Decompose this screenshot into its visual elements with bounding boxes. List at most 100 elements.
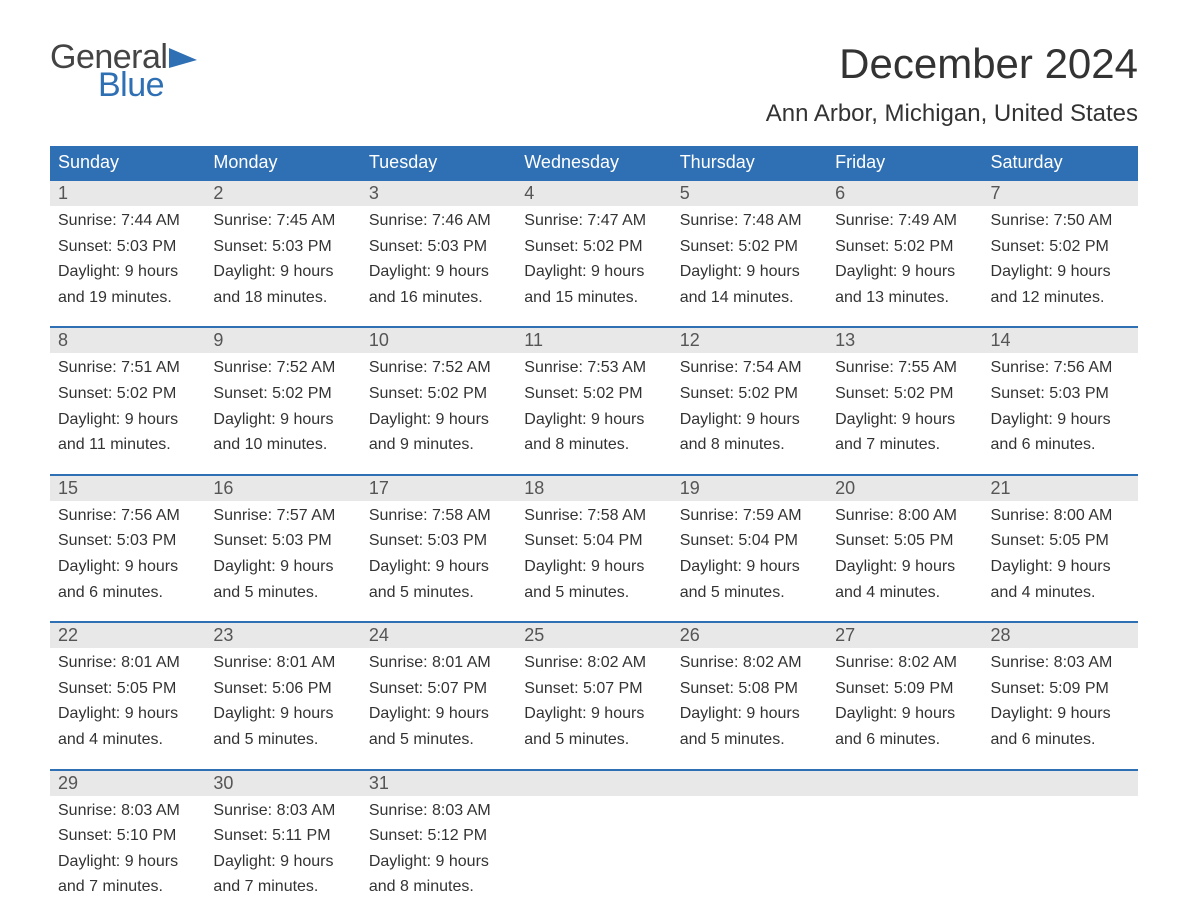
daylight-value: Daylight: 9 hours xyxy=(983,552,1138,578)
daylight-value: and 4 minutes. xyxy=(983,578,1138,604)
daylight-value: and 15 minutes. xyxy=(516,283,671,309)
sunrise-value: Sunrise: 7:46 AM xyxy=(361,206,516,232)
daylight-value: and 7 minutes. xyxy=(827,430,982,456)
day-number: 28 xyxy=(983,623,1138,648)
day-number: 31 xyxy=(361,771,516,796)
sunrise-value: Sunrise: 7:58 AM xyxy=(516,501,671,527)
day-number: 12 xyxy=(672,328,827,353)
daylight-value: and 5 minutes. xyxy=(361,725,516,751)
sunrise-value: Sunrise: 7:52 AM xyxy=(361,353,516,379)
header: General Blue December 2024 Ann Arbor, Mi… xyxy=(50,40,1138,128)
daylight-row: Daylight: 9 hoursDaylight: 9 hoursDaylig… xyxy=(50,552,1138,578)
daylight-value: Daylight: 9 hours xyxy=(516,699,671,725)
sunrise-value: Sunrise: 7:57 AM xyxy=(205,501,360,527)
sunrise-row: Sunrise: 7:56 AMSunrise: 7:57 AM Sunrise:… xyxy=(50,501,1138,527)
day-number: 16 xyxy=(205,476,360,501)
sunset-value: Sunset: 5:05 PM xyxy=(827,526,982,552)
daylight-value: and 6 minutes. xyxy=(983,725,1138,751)
day-number: 26 xyxy=(672,623,827,648)
location-subtitle: Ann Arbor, Michigan, United States xyxy=(766,100,1138,128)
day-number: 25 xyxy=(516,623,671,648)
sunset-value: Sunset: 5:07 PM xyxy=(516,674,671,700)
daylight-row: Daylight: 9 hoursDaylight: 9 hoursDaylig… xyxy=(50,405,1138,431)
day-number: 6 xyxy=(827,181,982,206)
week-row: 15161718192021Sunrise: 7:56 AMSunrise: 7… xyxy=(50,474,1138,603)
sunrise-value: Sunrise: 7:47 AM xyxy=(516,206,671,232)
sunset-value: Sunset: 5:10 PM xyxy=(50,821,205,847)
daylight-value: Daylight: 9 hours xyxy=(672,552,827,578)
day-header-sun: Sunday xyxy=(50,146,205,179)
day-header-mon: Monday xyxy=(205,146,360,179)
sunset-value: Sunset: 5:03 PM xyxy=(361,526,516,552)
sunrise-value: Sunrise: 8:01 AM xyxy=(361,648,516,674)
daylight-value: and 14 minutes. xyxy=(672,283,827,309)
sunset-value: Sunset: 5:03 PM xyxy=(983,379,1138,405)
sunset-value: Sunset: 5:03 PM xyxy=(50,232,205,258)
daylight-value: Daylight: 9 hours xyxy=(50,847,205,873)
daylight-value: and 7 minutes. xyxy=(205,872,360,898)
daylight-value: Daylight: 9 hours xyxy=(361,405,516,431)
sunrise-value: Sunrise: 7:44 AM xyxy=(50,206,205,232)
day-number: 14 xyxy=(983,328,1138,353)
sunset-value: Sunset: 5:11 PM xyxy=(205,821,360,847)
sunset-value: Sunset: 5:02 PM xyxy=(50,379,205,405)
daylight-value: Daylight: 9 hours xyxy=(205,847,360,873)
daylight-value: and 8 minutes. xyxy=(672,430,827,456)
daylight-value: Daylight: 9 hours xyxy=(50,405,205,431)
day-number-row: 1234567 xyxy=(50,181,1138,206)
sunrise-value: Sunrise: 7:55 AM xyxy=(827,353,982,379)
logo: General Blue xyxy=(50,40,197,102)
day-number: 8 xyxy=(50,328,205,353)
day-number: 1 xyxy=(50,181,205,206)
day-number: 27 xyxy=(827,623,982,648)
daylight-value: and 6 minutes. xyxy=(983,430,1138,456)
day-number: 20 xyxy=(827,476,982,501)
sunset-value: Sunset: 5:02 PM xyxy=(361,379,516,405)
sunset-row: Sunset: 5:02 PM Sunset: 5:02 PM Sunset: 5:… xyxy=(50,379,1138,405)
sunset-value: Sunset: 5:04 PM xyxy=(516,526,671,552)
day-number-row: 891011121314 xyxy=(50,328,1138,353)
day-header-row: Sunday Monday Tuesday Wednesday Thursday… xyxy=(50,146,1138,179)
daylight-value: Daylight: 9 hours xyxy=(516,257,671,283)
daylight-value: and 4 minutes. xyxy=(827,578,982,604)
daylight-value: Daylight: 9 hours xyxy=(516,552,671,578)
daylight-row: and 6 minutes.and 5 minutes.and 5 minute… xyxy=(50,578,1138,604)
day-number: 9 xyxy=(205,328,360,353)
day-number xyxy=(672,771,827,796)
day-number: 7 xyxy=(983,181,1138,206)
daylight-value: and 5 minutes. xyxy=(361,578,516,604)
sunset-row: Sunset: 5:03 PMSunset: 5:03 PMSunset: 5:… xyxy=(50,526,1138,552)
sunset-value: Sunset: 5:05 PM xyxy=(983,526,1138,552)
daylight-value: and 6 minutes. xyxy=(50,578,205,604)
sunrise-value: Sunrise: 8:02 AM xyxy=(672,648,827,674)
sunrise-value: Sunrise: 7:48 AM xyxy=(672,206,827,232)
daylight-value: Daylight: 9 hours xyxy=(205,405,360,431)
daylight-row: Daylight: 9 hoursDaylight: 9 hoursDaylig… xyxy=(50,257,1138,283)
day-header-wed: Wednesday xyxy=(516,146,671,179)
day-number xyxy=(983,771,1138,796)
day-number: 3 xyxy=(361,181,516,206)
daylight-value: and 6 minutes. xyxy=(827,725,982,751)
day-header-fri: Friday xyxy=(827,146,982,179)
daylight-value: Daylight: 9 hours xyxy=(361,552,516,578)
daylight-value: and 5 minutes. xyxy=(205,725,360,751)
sunset-value: Sunset: 5:08 PM xyxy=(672,674,827,700)
sunset-value: Sunset: 5:09 PM xyxy=(983,674,1138,700)
week-row: 891011121314Sunrise: 7:51 AMSunrise: 7:5… xyxy=(50,326,1138,455)
sunrise-row: Sunrise: 7:44 AMSunrise: 7:45 AMSunrise:… xyxy=(50,206,1138,232)
daylight-value: Daylight: 9 hours xyxy=(827,552,982,578)
daylight-row: and 4 minutes.and 5 minutes.and 5 minute… xyxy=(50,725,1138,751)
sunrise-value: Sunrise: 7:56 AM xyxy=(983,353,1138,379)
daylight-value: and 5 minutes. xyxy=(205,578,360,604)
sunrise-value: Sunrise: 7:56 AM xyxy=(50,501,205,527)
daylight-value: Daylight: 9 hours xyxy=(983,257,1138,283)
day-number-row: 293031 xyxy=(50,771,1138,796)
daylight-value: Daylight: 9 hours xyxy=(205,552,360,578)
sunset-value: Sunset: 5:03 PM xyxy=(361,232,516,258)
daylight-row: and 11 minutes.and 10 minutes.and 9 minu… xyxy=(50,430,1138,456)
sunrise-value: Sunrise: 8:00 AM xyxy=(827,501,982,527)
daylight-value: Daylight: 9 hours xyxy=(827,257,982,283)
calendar: Sunday Monday Tuesday Wednesday Thursday… xyxy=(50,146,1138,898)
daylight-value: Daylight: 9 hours xyxy=(50,552,205,578)
day-number: 17 xyxy=(361,476,516,501)
